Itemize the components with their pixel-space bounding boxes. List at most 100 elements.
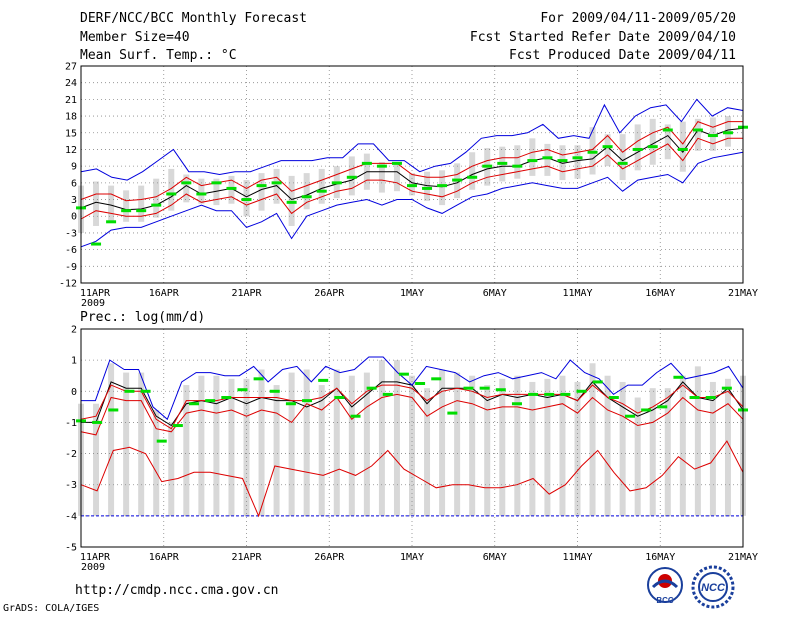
box-bar <box>619 381 626 516</box>
box-bar <box>213 178 220 206</box>
box-bar <box>378 161 385 193</box>
box-bar <box>303 173 310 210</box>
year-label: 2009 <box>81 562 105 573</box>
y-tick-label: -6 <box>65 245 77 256</box>
box-bar <box>679 121 686 172</box>
box-bar <box>93 181 100 226</box>
box-bar <box>108 185 115 222</box>
y-tick-label: 18 <box>65 112 77 123</box>
bcc-logo-text: BCC <box>656 596 674 605</box>
box-bar <box>168 422 175 516</box>
x-tick-label: 16MAY <box>645 288 675 299</box>
y-tick-label: -4 <box>65 511 77 522</box>
box-bar <box>424 171 431 201</box>
box-bar <box>258 173 265 211</box>
y-tick-label: 0 <box>71 387 77 398</box>
box-bar <box>198 178 205 204</box>
box-bar <box>183 174 190 203</box>
box-bar <box>649 118 656 165</box>
box-bar <box>574 381 581 516</box>
bcc-logo: BCC <box>647 567 683 605</box>
member-size: Member Size=40 <box>80 30 190 45</box>
series-line-low_percentile <box>80 440 744 518</box>
ncc-logo-text: NCC <box>701 582 726 594</box>
box-bar <box>514 145 521 179</box>
box-bar <box>694 366 701 516</box>
box-bar <box>153 178 160 218</box>
box-bar <box>303 369 310 516</box>
y-tick-label: 6 <box>71 178 77 189</box>
y-tick-label: -2 <box>65 449 77 460</box>
series-line-lower <box>80 137 743 220</box>
ncc-logo: NCC <box>691 565 735 609</box>
box-bar <box>348 375 355 516</box>
box-bar <box>138 372 145 516</box>
y-tick-label: 3 <box>71 195 77 206</box>
box-bar <box>439 369 446 516</box>
box-bar <box>559 375 566 516</box>
x-tick-label: 21MAY <box>728 288 758 299</box>
x-tick-label: 11APR <box>80 288 111 299</box>
chart-title: DERF/NCC/BCC Monthly Forecast <box>80 11 307 26</box>
box-bar <box>318 168 325 204</box>
start-date: Fcst Started Refer Date 2009/04/10 <box>469 30 736 45</box>
box-bar <box>574 145 581 179</box>
box-bar <box>634 397 641 516</box>
box-bar <box>363 372 370 516</box>
box-bar <box>213 375 220 516</box>
x-tick-label: 6MAY <box>483 288 507 299</box>
box-bar <box>454 372 461 516</box>
panel-precipitation: -5 -4 -3 -2 -1 0 1 2 11APR 16APR 21APR 26APR 1MAY 6MA… <box>65 325 758 574</box>
x-tick-label: 11MAY <box>562 552 592 563</box>
series-line-upper <box>80 120 743 202</box>
y-tick-label: 12 <box>65 145 77 156</box>
y-tick-label: -3 <box>65 480 77 491</box>
box-bar <box>544 378 551 516</box>
y-tick-label: 0 <box>71 212 77 223</box>
box-bar <box>529 381 536 516</box>
y-tick-label: 1 <box>71 356 77 367</box>
box-bar <box>634 124 641 171</box>
x-tick-label: 21MAY <box>728 552 758 563</box>
box-bar <box>619 134 626 181</box>
box-bar <box>108 363 115 516</box>
y-tick-label: 27 <box>65 62 77 73</box>
x-tick-label: 21APR <box>231 288 262 299</box>
y-tick-label: 24 <box>65 78 77 89</box>
x-tick-label: 16APR <box>149 288 180 299</box>
produced-date: Fcst Produced Date 2009/04/11 <box>509 48 736 63</box>
box-bar <box>123 372 130 516</box>
box-bar <box>123 190 130 222</box>
series-line-min <box>80 151 744 248</box>
x-tick-label: 16MAY <box>645 552 675 563</box>
box-bar <box>649 388 656 516</box>
box-bar <box>138 185 145 222</box>
y-tick-label: 2 <box>71 325 77 336</box>
box-bar <box>709 381 716 516</box>
box-bar <box>393 161 400 192</box>
source-url[interactable]: http://cmdp.ncc.cma.gov.cn <box>75 583 279 598</box>
box-bar <box>694 118 701 151</box>
y-tick-label: -1 <box>65 418 77 429</box>
box-bar <box>484 385 491 516</box>
box-bar <box>228 378 235 516</box>
box-bar <box>393 360 400 516</box>
x-tick-label: 11APR <box>80 552 111 563</box>
x-tick-label: 26APR <box>314 288 345 299</box>
y-tick-label: 21 <box>65 95 77 106</box>
box-bar <box>243 378 250 516</box>
box-bar <box>273 385 280 516</box>
x-tick-label: 1MAY <box>400 552 424 563</box>
box-bar <box>499 378 506 516</box>
x-tick-label: 21APR <box>231 552 262 563</box>
box-bar <box>168 168 175 211</box>
box-bar <box>153 409 160 516</box>
box-bar <box>664 124 671 160</box>
box-bar <box>424 388 431 516</box>
box-bar <box>604 375 611 516</box>
year-label: 2009 <box>81 298 105 309</box>
x-tick-label: 11MAY <box>562 288 592 299</box>
box-bar <box>514 375 521 516</box>
box-bar <box>258 369 265 516</box>
